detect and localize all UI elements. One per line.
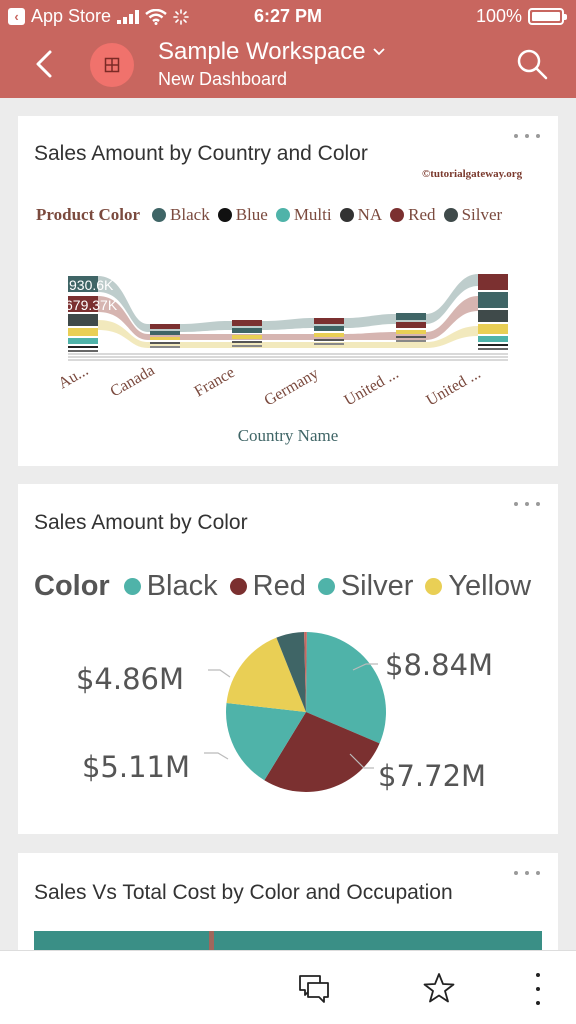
stack-france	[232, 320, 262, 347]
dashboard-name: New Dashboard	[158, 69, 288, 89]
pie-chart: $8.84M $7.72M $5.11M $4.86M	[76, 632, 493, 793]
ribbon-flows	[98, 274, 478, 348]
app-header: ‹ App Store	[0, 0, 576, 98]
stack-united-2	[478, 274, 508, 350]
pie-slice-red	[264, 712, 380, 792]
tick-label-2: Canada	[108, 362, 158, 401]
stack-canada	[150, 324, 180, 348]
tick-label-6: United ...	[424, 365, 484, 409]
workspace-selector[interactable]: Sample Workspace	[158, 38, 386, 66]
pie-slice-yellow	[226, 637, 306, 712]
pie-slice-silver	[306, 632, 386, 744]
legend-item-silver: Silver	[443, 205, 502, 225]
back-app-label: App Store	[31, 6, 112, 26]
chevron-down-icon	[373, 48, 385, 56]
tile-title: Sales Amount by Country and Color	[34, 142, 368, 165]
workspace-title: Sample Workspace	[158, 38, 366, 65]
star-icon[interactable]	[422, 971, 456, 1005]
legend-item-black: Black	[123, 570, 218, 603]
battery-icon	[528, 8, 567, 25]
tile-more-icon[interactable]	[514, 134, 540, 142]
pie-label-silver: $8.84M	[385, 648, 493, 682]
x-axis-title: Country Name	[238, 426, 339, 445]
status-bar: ‹ App Store	[0, 0, 576, 32]
back-to-app[interactable]: ‹ App Store	[8, 6, 189, 27]
data-label-2: 679.37K	[65, 297, 118, 313]
chart-bar-preview	[34, 931, 542, 953]
pie-label-black: $5.11M	[82, 750, 190, 784]
tick-label-1: Au...	[56, 362, 92, 393]
tile-more-icon[interactable]	[514, 871, 540, 879]
comment-icon[interactable]	[296, 971, 332, 1005]
legend-item-red: Red	[229, 570, 306, 603]
workspace-grid-icon	[104, 57, 120, 73]
tile-sales-by-color[interactable]: Sales Amount by Color Color Black Red Si…	[18, 484, 558, 834]
workspace-icon	[90, 43, 134, 87]
bottom-toolbar	[0, 950, 576, 1024]
chart-legend: Product Color Black Blue Multi NA Red Si…	[36, 205, 510, 225]
data-label-1: 930.6K	[69, 277, 114, 293]
status-time: 6:27 PM	[253, 6, 323, 26]
legend-item-silver: Silver	[317, 570, 413, 603]
legend-title: Product Color	[36, 205, 141, 224]
stack-united-1	[396, 313, 426, 342]
legend-item-na: NA	[339, 205, 382, 225]
battery-percent: 100%	[475, 6, 522, 26]
watermark: ©tutorialgateway.org	[422, 168, 523, 180]
tile-title: Sales Vs Total Cost by Color and Occupat…	[34, 881, 453, 904]
legend-item-yellow: Yellow	[425, 570, 531, 603]
signal-icon	[117, 9, 140, 24]
tile-sales-by-country-color[interactable]: Sales Amount by Country and Color ©tutor…	[18, 116, 558, 466]
legend-item-multi: Multi	[275, 205, 332, 225]
more-vertical-icon[interactable]	[528, 973, 548, 1005]
tile-more-icon[interactable]	[514, 502, 540, 510]
legend-title: Color	[34, 570, 110, 602]
back-app-icon: ‹	[8, 8, 25, 25]
tick-label-4: Germany	[262, 365, 322, 409]
tile-title: Sales Amount by Color	[34, 511, 248, 534]
battery-status: 100%	[475, 6, 567, 27]
search-icon[interactable]	[514, 46, 550, 82]
pie-label-yellow: $4.86M	[76, 662, 184, 696]
chart-legend: Color Black Red Silver Yellow	[34, 570, 543, 603]
pie-slice-black	[225, 703, 306, 781]
loading-spinner-icon	[173, 8, 189, 25]
ribbon-chart: 930.6K 679.37K Au... Canada France Germa…	[56, 274, 508, 445]
legend-item-blue: Blue	[217, 205, 268, 225]
pie-slice-other	[276, 632, 306, 712]
pie-label-red: $7.72M	[378, 759, 486, 793]
wifi-icon	[145, 8, 167, 25]
stack-australia	[68, 276, 98, 352]
pie-slice-other2	[304, 632, 307, 712]
tick-label-3: France	[192, 364, 238, 400]
stack-germany	[314, 318, 344, 345]
legend-item-black: Black	[152, 205, 210, 225]
back-chevron-icon[interactable]	[30, 46, 60, 82]
tick-label-5: United ...	[342, 365, 402, 409]
legend-item-red: Red	[390, 205, 436, 225]
